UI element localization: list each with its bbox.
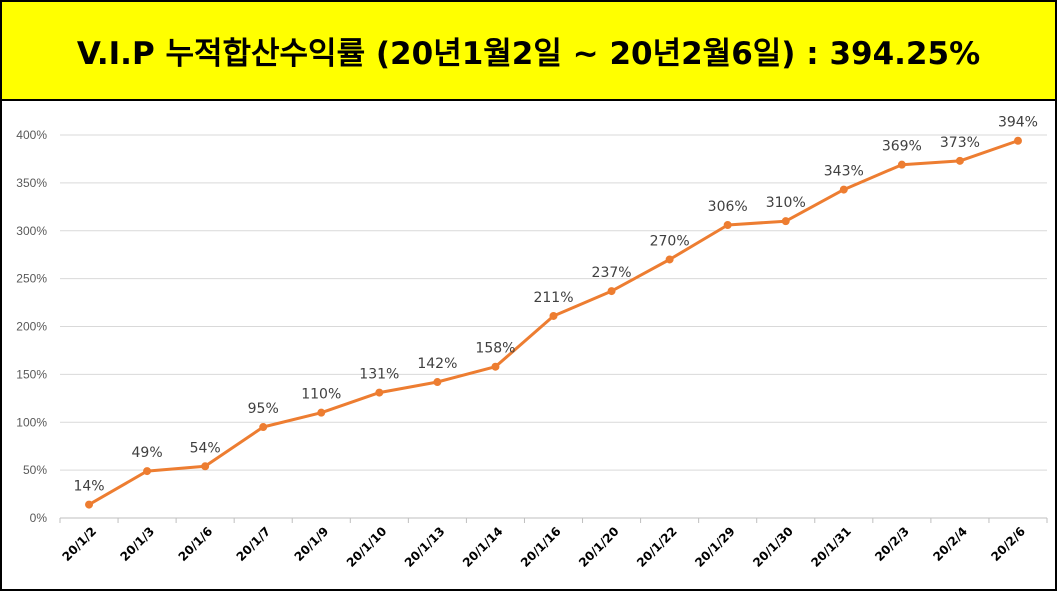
data-point: [433, 378, 442, 387]
y-axis-tick-labels: 0% 50% 100% 150% 200% 250% 300% 350% 400%: [16, 128, 47, 525]
x-tick-label: 20/1/13: [402, 524, 448, 570]
x-tick-label: 20/1/20: [576, 524, 622, 570]
y-tick-label: 250%: [16, 272, 47, 286]
data-label: 158%: [475, 341, 515, 357]
data-label: 142%: [417, 356, 457, 372]
x-tick-label: 20/1/16: [518, 524, 564, 570]
x-tick-label: 20/1/7: [234, 524, 274, 564]
data-label: 373%: [940, 135, 980, 151]
data-point: [85, 500, 94, 509]
x-tick-label: 20/1/29: [692, 524, 738, 570]
data-label: 237%: [592, 265, 632, 281]
data-points: [85, 136, 1022, 509]
x-tick-label: 20/1/30: [750, 524, 796, 570]
data-label: 310%: [766, 195, 806, 211]
data-point: [665, 255, 674, 264]
x-tick-label: 20/1/9: [292, 524, 332, 564]
y-tick-label: 300%: [16, 224, 47, 238]
data-point: [781, 217, 790, 226]
data-label: 110%: [301, 387, 341, 403]
x-tick-label: 20/2/6: [988, 524, 1028, 564]
x-tick-label: 20/1/22: [634, 524, 680, 570]
data-label: 343%: [824, 164, 864, 180]
y-tick-label: 100%: [16, 415, 47, 429]
data-point: [549, 311, 558, 320]
x-axis-tick-labels: 20/1/2 20/1/3 20/1/6 20/1/7 20/1/9 20/1/10 20/…: [59, 524, 1028, 570]
x-tick-label: 20/2/3: [872, 524, 912, 564]
data-label: 394%: [998, 115, 1038, 131]
data-label: 369%: [882, 139, 922, 155]
y-tick-label: 200%: [16, 320, 47, 334]
data-label: 270%: [650, 233, 690, 249]
data-point: [491, 362, 500, 371]
data-point: [375, 388, 384, 397]
y-tick-label: 350%: [16, 176, 47, 190]
data-point: [143, 467, 152, 476]
data-point: [607, 287, 616, 296]
series-line-layer: [87, 139, 1020, 507]
series-line: [87, 139, 1020, 507]
data-label: 95%: [248, 401, 279, 417]
data-point: [259, 423, 268, 432]
data-point: [839, 185, 848, 194]
y-tick-label: 0%: [30, 511, 48, 525]
y-tick-label: 50%: [23, 463, 47, 477]
data-point: [723, 221, 732, 230]
title-bar: V.I.P 누적합산수익률 (20년1월2일 ~ 20년2월6일) : 394.…: [2, 2, 1055, 101]
x-tick-label: 20/1/14: [460, 524, 506, 570]
grid-lines: [59, 134, 1048, 523]
data-label: 14%: [73, 479, 104, 495]
x-tick-label: 20/1/3: [117, 524, 157, 564]
x-tick-label: 20/1/10: [344, 524, 390, 570]
data-label: 54%: [190, 440, 221, 456]
x-tick-label: 20/2/4: [930, 524, 970, 564]
x-tick-label: 20/1/31: [808, 524, 854, 570]
data-labels: 14% 49% 54% 95% 110% 131% 142% 158% 211% 237% 270%…: [73, 115, 1038, 495]
line-chart: 0% 50% 100% 150% 200% 250% 300% 350% 400% 20/1/2…: [16, 115, 1048, 570]
data-label: 131%: [359, 367, 399, 383]
data-point: [1013, 136, 1022, 145]
data-label: 49%: [132, 445, 163, 461]
data-point: [897, 160, 906, 169]
data-label: 306%: [708, 199, 748, 215]
y-tick-label: 150%: [16, 367, 47, 381]
chart-title: V.I.P 누적합산수익률 (20년1월2일 ~ 20년2월6일) : 394.…: [76, 36, 981, 72]
y-tick-label: 400%: [16, 128, 47, 142]
data-point: [317, 408, 326, 417]
x-tick-label: 20/1/2: [59, 524, 99, 564]
data-point: [201, 462, 210, 471]
data-point: [955, 156, 964, 165]
data-label: 211%: [533, 290, 573, 306]
x-tick-label: 20/1/6: [176, 524, 216, 564]
